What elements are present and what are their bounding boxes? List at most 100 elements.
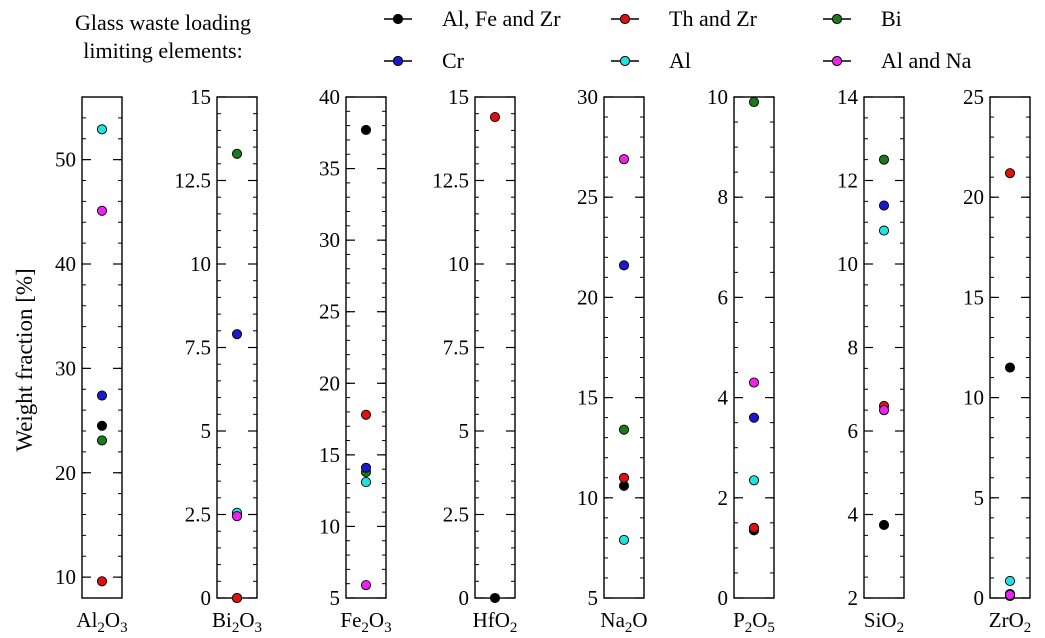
panel-xlabel: HfO2 xyxy=(473,608,518,633)
panel-xlabel: SiO2 xyxy=(864,608,904,633)
tick-label: 5 xyxy=(459,419,470,443)
tick-label: 25 xyxy=(319,300,340,324)
legend-label: Cr xyxy=(442,48,465,73)
legend: Glass waste loading limiting elements: A… xyxy=(75,6,972,73)
panel-xlabel: Bi2O3 xyxy=(212,608,262,633)
legend-item: Al and Na xyxy=(823,48,972,73)
data-point xyxy=(618,472,630,483)
tick-label: 10 xyxy=(319,514,340,538)
legend-item: Cr xyxy=(384,48,465,73)
tick-label: 6 xyxy=(718,285,729,309)
data-point xyxy=(748,377,760,388)
tick-label: 15 xyxy=(448,85,469,109)
tick-label: 4 xyxy=(848,503,859,527)
data-point xyxy=(1004,168,1016,179)
data-point xyxy=(231,592,243,604)
panel-xlabel: P2O5 xyxy=(733,608,775,633)
data-point xyxy=(360,462,372,473)
data-point xyxy=(878,225,890,236)
data-point xyxy=(618,260,630,271)
tick-label: 35 xyxy=(319,157,340,181)
tick-label: 40 xyxy=(319,85,340,109)
data-point xyxy=(96,420,108,431)
data-point xyxy=(618,424,630,435)
panel-xlabel: Al2O3 xyxy=(76,608,127,633)
legend-item: Al xyxy=(611,48,691,73)
data-point xyxy=(878,200,890,211)
tick-label: 15 xyxy=(577,386,598,410)
data-point xyxy=(231,511,243,522)
panel: 0 5 10 15 20 25 ZrO2 xyxy=(963,85,1032,636)
tick-label: 20 xyxy=(319,371,340,395)
tick-label: 5 xyxy=(588,586,599,610)
tick-label: 5 xyxy=(974,486,985,510)
tick-label: 0 xyxy=(974,586,985,610)
tick-label: 10 xyxy=(963,386,984,410)
tick-label: 12.5 xyxy=(174,169,211,193)
data-point xyxy=(360,477,372,488)
tick-label: 50 xyxy=(55,148,76,172)
panel-frame xyxy=(345,96,387,599)
legend-marker xyxy=(392,55,404,67)
legend-marker xyxy=(392,13,404,25)
tick-label: 10 xyxy=(577,486,598,510)
tick-label: 5 xyxy=(201,419,212,443)
tick-label: 10 xyxy=(837,252,858,276)
tick-label: 8 xyxy=(848,336,859,360)
legend-title-line2: limiting elements: xyxy=(83,38,242,63)
data-point xyxy=(96,435,108,446)
data-point xyxy=(748,412,760,423)
tick-label: 2 xyxy=(848,586,859,610)
data-point xyxy=(489,111,501,123)
data-point xyxy=(1004,589,1016,601)
tick-label: 25 xyxy=(577,185,598,209)
legend-item: Th and Zr xyxy=(611,6,758,31)
panel-xlabel: Na2O xyxy=(600,608,647,633)
tick-label: 15 xyxy=(963,285,984,309)
tick-label: 20 xyxy=(577,285,598,309)
data-point xyxy=(748,96,760,108)
tick-label: 8 xyxy=(718,185,729,209)
data-point xyxy=(1004,575,1016,587)
tick-label: 10 xyxy=(448,252,469,276)
tick-label: 2 xyxy=(718,486,729,510)
tick-label: 2.5 xyxy=(185,503,211,527)
panel: 0 2.5 5 7.5 10 12.5 15 HfO2 xyxy=(432,85,518,636)
panel: 5 10 15 20 25 30 35 40 Fe2O3 xyxy=(319,85,392,636)
tick-label: 14 xyxy=(837,85,859,109)
tick-label: 25 xyxy=(963,85,984,109)
data-point xyxy=(489,592,501,604)
tick-label: 4 xyxy=(718,386,729,410)
legend-marker xyxy=(619,13,631,25)
panel: 10 20 30 40 50 Al2O3 xyxy=(55,96,128,636)
tick-label: 20 xyxy=(55,461,76,485)
tick-label: 30 xyxy=(319,228,340,252)
legend-label: Al and Na xyxy=(881,48,972,73)
panel: 5 10 15 20 25 30 Na2O xyxy=(577,85,648,636)
legend-item: Bi xyxy=(823,6,902,31)
legend-label: Al, Fe and Zr xyxy=(442,6,561,31)
panels: 1020304050Al2O302.557.51012.515Bi2O35101… xyxy=(55,85,1032,636)
data-point xyxy=(360,409,372,420)
y-axis-label: Weight fraction [%] xyxy=(12,268,37,451)
data-point xyxy=(96,576,108,587)
tick-label: 0 xyxy=(459,586,470,610)
legend-label: Bi xyxy=(881,6,902,31)
legend-marker xyxy=(619,55,631,67)
panel-frame xyxy=(603,96,645,599)
panel: 2 4 6 8 10 12 14 SiO2 xyxy=(837,85,905,636)
data-point xyxy=(748,475,760,486)
tick-label: 10 xyxy=(707,85,728,109)
panel-xlabel: ZrO2 xyxy=(989,608,1032,633)
legend-marker xyxy=(831,13,843,25)
data-point xyxy=(96,205,108,216)
tick-label: 2.5 xyxy=(443,503,469,527)
tick-label: 10 xyxy=(55,565,76,589)
data-point xyxy=(878,405,890,416)
tick-label: 30 xyxy=(55,356,76,380)
tick-label: 7.5 xyxy=(443,336,469,360)
panel: 0 2.5 5 7.5 10 12.5 15 Bi2O3 xyxy=(174,85,262,636)
panel-xlabel: Fe2O3 xyxy=(340,608,391,633)
data-point xyxy=(96,124,108,135)
